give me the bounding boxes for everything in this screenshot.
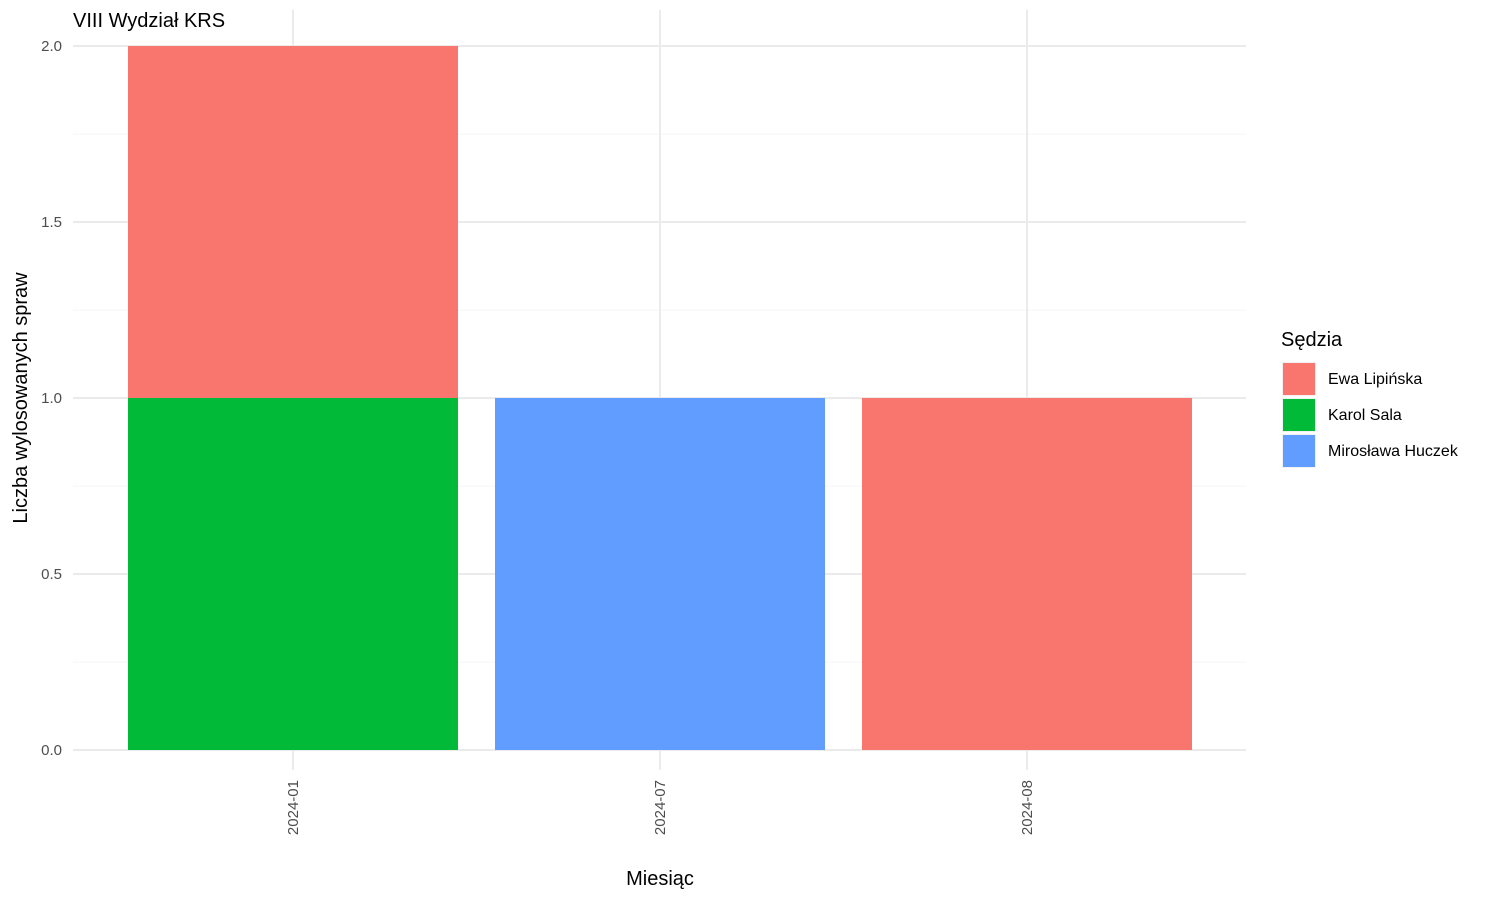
bar-2024-01-karol-sala <box>128 398 458 750</box>
legend-swatch <box>1283 363 1315 395</box>
y-tick-label: 2.0 <box>41 38 62 55</box>
x-tick-label: 2024-07 <box>652 780 669 835</box>
bars <box>128 46 1192 750</box>
bar-2024-01-ewa-lipińska <box>128 46 458 398</box>
legend: Sędzia Ewa Lipińska Karol Sala Mirosława H… <box>1281 329 1459 468</box>
y-tick-label: 0.5 <box>41 566 62 583</box>
y-tick-label: 1.5 <box>41 214 62 231</box>
bar-2024-08-ewa-lipińska <box>862 398 1192 750</box>
x-axis-ticks: 2024-01 2024-07 2024-08 <box>285 780 1036 835</box>
legend-label: Karol Sala <box>1328 407 1402 424</box>
y-tick-label: 0.0 <box>41 742 62 759</box>
y-axis-title: Liczba wylosowanych spraw <box>10 272 32 524</box>
legend-swatch <box>1283 435 1315 467</box>
y-axis-ticks: 0.0 0.5 1.0 1.5 2.0 <box>41 38 62 759</box>
legend-title: Sędzia <box>1281 329 1343 351</box>
x-axis-title: Miesiąc <box>626 868 694 890</box>
bar-2024-07-mirosława-huczek <box>495 398 825 750</box>
x-tick-label: 2024-01 <box>285 780 302 835</box>
legend-swatch <box>1283 399 1315 431</box>
legend-label: Mirosława Huczek <box>1328 443 1459 460</box>
x-tick-label: 2024-08 <box>1019 780 1036 835</box>
legend-label: Ewa Lipińska <box>1328 371 1422 388</box>
y-tick-label: 1.0 <box>41 390 62 407</box>
chart-title: VIII Wydział KRS <box>73 10 225 32</box>
